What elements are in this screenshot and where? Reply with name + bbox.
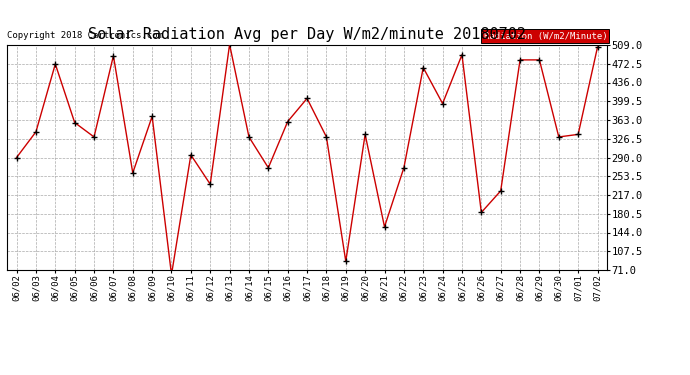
Text: Copyright 2018 Cartronics.com: Copyright 2018 Cartronics.com	[7, 32, 163, 40]
Title: Solar Radiation Avg per Day W/m2/minute 20180702: Solar Radiation Avg per Day W/m2/minute …	[88, 27, 526, 42]
Text: Radiation (W/m2/Minute): Radiation (W/m2/Minute)	[484, 32, 607, 40]
